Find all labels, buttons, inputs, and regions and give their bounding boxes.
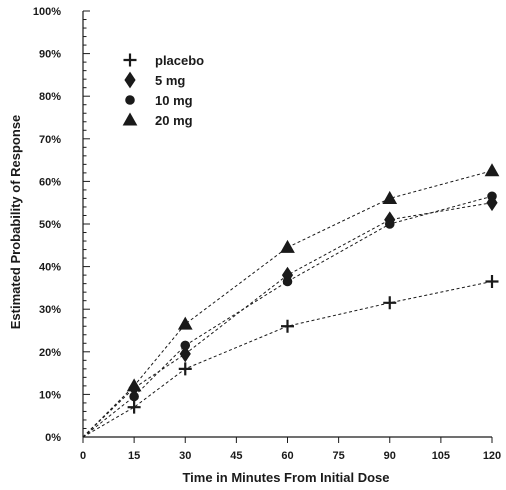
series-line-10-mg	[82, 195, 493, 438]
y-tick-label: 60%	[39, 176, 61, 188]
series-markers	[126, 163, 500, 414]
y-tick-label: 90%	[39, 49, 61, 61]
y-tick-label: 20%	[39, 347, 61, 359]
legend-marker-20-mg	[122, 112, 138, 126]
y-axis-title: Estimated Probability of Response	[8, 115, 23, 330]
data-point-20-mg	[382, 190, 398, 204]
data-point-placebo	[178, 362, 192, 376]
data-point-20-mg	[177, 316, 193, 330]
series-lines	[82, 170, 493, 438]
x-tick-label: 120	[483, 450, 501, 462]
x-axis-ticks: 0 15 30 45 60 75 90 105 120	[80, 437, 501, 462]
data-point-20-mg	[280, 239, 295, 253]
data-point-10-mg	[282, 276, 293, 287]
data-point-20-mg	[484, 163, 500, 177]
x-tick-label: 90	[384, 450, 396, 462]
data-point-5-mg	[179, 345, 191, 363]
data-point-placebo	[127, 400, 141, 414]
data-point-10-mg	[129, 391, 139, 402]
data-point-10-mg	[180, 340, 191, 351]
y-tick-label: 70%	[39, 134, 61, 146]
x-tick-label: 75	[333, 450, 345, 462]
y-tick-label: 30%	[39, 304, 61, 316]
x-tick-label: 15	[128, 450, 140, 462]
data-point-10-mg	[384, 219, 395, 229]
y-tick-label: 100%	[33, 6, 61, 18]
data-point-20-mg	[126, 378, 142, 392]
series-line-20-mg	[82, 170, 493, 438]
y-tick-label: 0%	[45, 432, 61, 444]
series-line-placebo	[82, 281, 493, 438]
x-tick-label: 105	[432, 450, 450, 462]
x-axis-title: Time in Minutes From Initial Dose	[182, 470, 389, 485]
x-tick-label: 45	[230, 450, 242, 462]
legend: placebo 5 mg 10 mg 20 mg	[122, 53, 204, 128]
y-tick-label: 10%	[39, 389, 61, 401]
x-tick-label: 0	[80, 450, 86, 462]
legend-label-placebo: placebo	[155, 53, 204, 68]
legend-marker-10-mg	[125, 95, 135, 105]
data-point-placebo	[485, 275, 499, 289]
y-tick-label: 40%	[39, 262, 61, 274]
x-tick-label: 60	[281, 450, 293, 462]
data-point-placebo	[281, 319, 294, 333]
legend-marker-placebo	[123, 53, 137, 67]
data-point-placebo	[383, 296, 397, 310]
legend-marker-5-mg	[124, 71, 136, 89]
data-point-10-mg	[487, 191, 497, 202]
legend-label-10-mg: 10 mg	[155, 93, 193, 108]
legend-label-5-mg: 5 mg	[155, 73, 185, 88]
x-tick-label: 30	[179, 450, 191, 462]
legend-label-20-mg: 20 mg	[155, 113, 193, 128]
y-tick-label: 50%	[39, 219, 61, 231]
y-tick-label: 80%	[39, 91, 61, 103]
y-axis-ticks: 0% 10% 20% 30% 40% 50% 60% 70% 80% 90% 100%	[33, 6, 90, 444]
